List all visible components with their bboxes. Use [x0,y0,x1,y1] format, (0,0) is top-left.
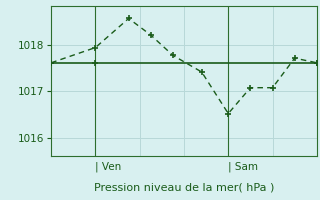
Text: | Sam: | Sam [228,162,258,172]
Text: Pression niveau de la mer( hPa ): Pression niveau de la mer( hPa ) [94,183,274,193]
Text: | Ven: | Ven [95,162,122,172]
